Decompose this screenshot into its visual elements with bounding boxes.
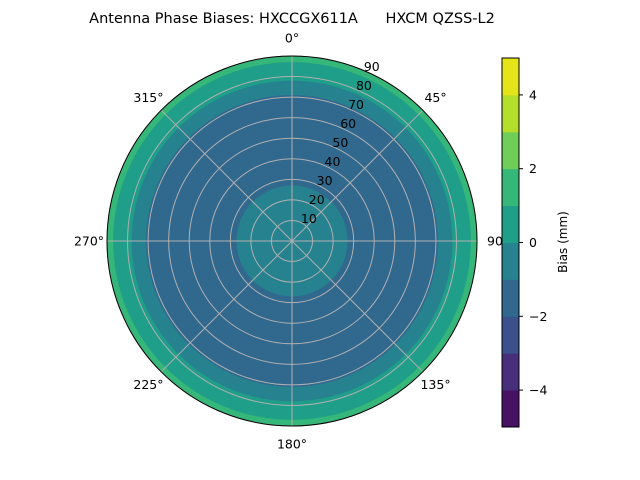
colorbar-segment [502, 242, 519, 280]
radial-tick-label: 90 [364, 59, 380, 74]
polar-frame [106, 55, 478, 427]
angular-tick-label: 180° [277, 437, 307, 452]
colorbar-label: Bias (mm) [556, 211, 570, 273]
colorbar-segment [502, 353, 519, 391]
colorbar-segment [502, 316, 519, 354]
angular-gridline [160, 240, 293, 373]
radial-tick-label: 30 [317, 173, 333, 188]
radial-tick-label: 80 [356, 78, 372, 93]
radial-tick-label: 50 [332, 135, 348, 150]
angular-gridline [291, 109, 424, 242]
chart-title: Antenna Phase Biases: HXCCGX611A HXCM QZ… [89, 11, 495, 27]
radial-tick-label: 20 [309, 192, 325, 207]
colorbar-segment [502, 279, 519, 317]
colorbar-tick-label: −4 [529, 383, 547, 398]
radial-tick-label: 40 [325, 154, 341, 169]
radial-tick-label: 70 [348, 97, 364, 112]
angular-gridline [160, 109, 293, 242]
radial-tick-labels: 10 20 30 40 50 60 70 80 90 [301, 59, 380, 226]
angular-tick-label: 45° [424, 90, 446, 105]
colorbar: 4 2 0 −2 −4 [501, 57, 547, 428]
angular-tick-label: 270° [74, 234, 104, 249]
colorbar-segment [502, 390, 519, 428]
colorbar-segment [502, 168, 519, 207]
colorbar-tick-label: −2 [529, 309, 547, 324]
colorbar-segment [502, 94, 519, 133]
colorbar-segment [502, 58, 519, 96]
colorbar-segment [502, 131, 519, 170]
angular-tick-label: 315° [133, 90, 163, 105]
colorbar-tick-label: 4 [529, 87, 537, 102]
angular-tick-labels: 0° 45° 90 135° 180° 225° 270° 315° [74, 31, 503, 452]
angular-tick-label: 90 [487, 234, 503, 249]
colorbar-segment [502, 205, 519, 243]
radial-tick-label: 60 [340, 116, 356, 131]
angular-tick-label: 0° [285, 31, 299, 46]
radial-tick-label: 10 [301, 211, 317, 226]
colorbar-tick-label: 2 [529, 161, 537, 176]
angular-tick-label: 135° [420, 377, 450, 392]
angular-tick-label: 225° [133, 377, 163, 392]
colorbar-tick-label: 0 [529, 235, 537, 250]
angular-gridline [291, 240, 424, 373]
polar-grid [106, 55, 478, 427]
